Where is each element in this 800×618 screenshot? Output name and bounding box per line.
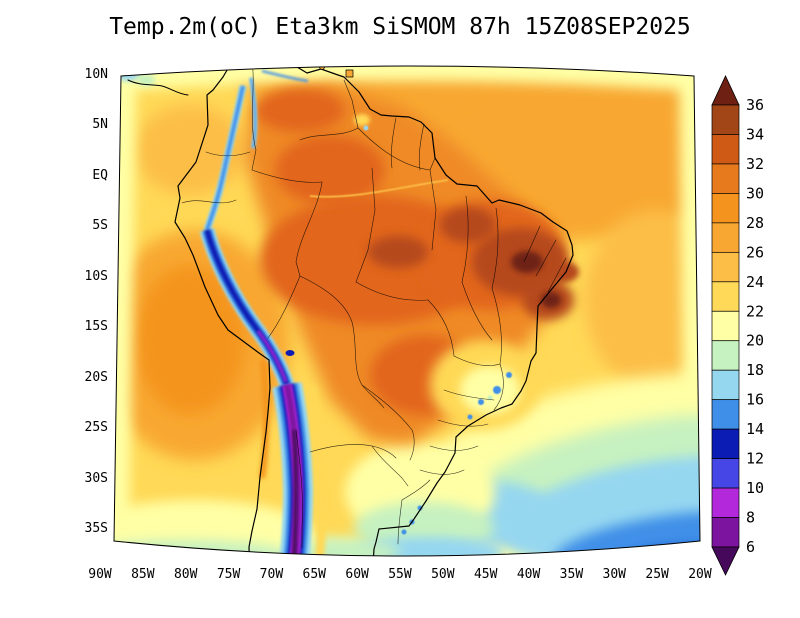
lon-tick-label: 70W (259, 567, 284, 582)
lon-tick-label: 85W (131, 567, 155, 582)
colorbar-label: 24 (746, 273, 764, 291)
lat-tick-label: EQ (92, 167, 108, 183)
colorbar-segment (711, 517, 740, 548)
lat-tick-label: 10S (84, 268, 108, 284)
colorbar-label: 28 (746, 214, 764, 232)
colorbar-segment (711, 399, 740, 430)
lake-titicaca (285, 350, 295, 356)
colorbar-segment (711, 134, 740, 165)
colorbar-segment (711, 340, 740, 371)
colorbar-segment (711, 369, 740, 401)
lon-tick-label: 40W (516, 567, 541, 582)
colorbar-segment (711, 251, 740, 283)
colorbar-top-triangle (711, 75, 740, 106)
colorbar-segment (711, 487, 740, 518)
political-borders (181, 66, 567, 549)
chart-title: Temp.2m(oC) Eta3km SiSMOM 87h 15Z08SEP20… (109, 14, 691, 40)
colorbar-label: 22 (746, 302, 764, 320)
colorbar-svg: 36 34 32 30 28 26 24 22 20 18 16 14 12 10 8 6 (711, 75, 764, 576)
colorbar-label: 8 (746, 509, 755, 527)
colorbar-label: 14 (746, 420, 764, 438)
colorbar-label: 18 (746, 361, 764, 379)
central-america-coastline (127, 79, 189, 96)
colorbar-segment (711, 458, 740, 489)
colorbar-segment (711, 281, 740, 312)
colorbar-label: 26 (746, 243, 764, 261)
lon-tick-label: 50W (431, 567, 455, 582)
colorbar-label: 32 (746, 155, 764, 173)
lon-tick-label: 20W (688, 567, 712, 582)
lon-tick-label: 45W (473, 567, 498, 582)
colorbar-label: 10 (746, 479, 764, 497)
colorbar-segment (711, 104, 740, 135)
colorbar-bottom-triangle (711, 546, 740, 576)
colorbar-segment (711, 310, 740, 342)
lon-tick-label: 55W (388, 567, 412, 582)
andes-cold-band (199, 66, 314, 556)
colorbar: 36 34 32 30 28 26 24 22 20 18 16 14 12 10 8 6 (708, 72, 798, 584)
lat-tick-label: 10N (84, 67, 108, 82)
colorbar-label: 12 (746, 450, 764, 468)
lon-tick-label: 60W (345, 567, 369, 582)
lat-tick-label: 5S (92, 218, 108, 234)
lon-tick-label: 25W (645, 567, 669, 582)
colorbar-label: 20 (746, 332, 764, 350)
lon-tick-label: 65W (302, 567, 327, 582)
colorbar-segment (711, 193, 740, 224)
map-linework (127, 66, 574, 556)
lat-tick-label: 35S (84, 521, 108, 537)
field-layer (114, 66, 700, 556)
domain-outline (113, 65, 701, 557)
colorbar-segment (711, 222, 740, 253)
south-america-coastline (174, 66, 574, 556)
lon-tick-label: 80W (173, 567, 198, 582)
lon-tick-label: 75W (216, 567, 241, 582)
lon-tick-label: 30W (602, 567, 627, 582)
lat-tick-label: 20S (84, 369, 108, 385)
colorbar-label: 16 (746, 391, 764, 409)
lon-tick-label: 35W (559, 567, 584, 582)
colorbar-segment (711, 163, 740, 194)
colorbar-segment (711, 428, 740, 459)
lat-tick-label: 25S (84, 420, 108, 436)
colorbar-label: 36 (746, 96, 764, 114)
lat-tick-label: 30S (84, 470, 108, 486)
colorbar-label: 30 (746, 184, 764, 202)
lat-tick-label: 15S (84, 319, 108, 335)
colorbar-label: 6 (746, 538, 755, 556)
lon-tick-label: 90W (88, 567, 112, 582)
lat-tick-label: 5N (92, 117, 108, 133)
colorbar-label: 34 (746, 125, 764, 143)
